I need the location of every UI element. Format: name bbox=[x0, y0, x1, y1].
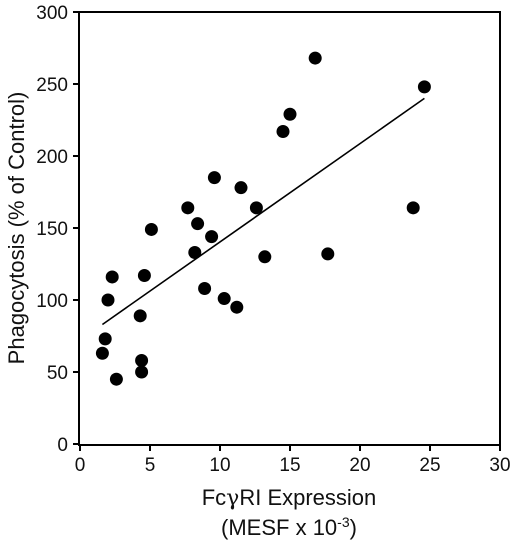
data-point bbox=[207, 171, 221, 185]
y-tick-label: 0 bbox=[57, 435, 68, 456]
x-tick-label: 5 bbox=[145, 455, 156, 476]
x-tick-label: 30 bbox=[489, 455, 510, 476]
x-axis-unit-suffix: ) bbox=[350, 515, 357, 540]
data-point bbox=[105, 270, 119, 284]
x-axis-ticks: 0 5 10 15 20 25 30 bbox=[75, 444, 511, 476]
x-axis-title-greek: γ bbox=[226, 486, 239, 511]
x-tick-label: 25 bbox=[419, 455, 440, 476]
data-point bbox=[191, 217, 205, 231]
x-axis-unit-prefix: (MESF x 10 bbox=[221, 515, 337, 540]
data-point bbox=[321, 247, 335, 261]
data-point bbox=[95, 346, 109, 360]
y-tick-label: 300 bbox=[36, 3, 68, 24]
x-axis-title-line2: (MESF x 10-3) bbox=[221, 514, 357, 540]
y-tick-label: 250 bbox=[36, 75, 68, 96]
data-point bbox=[181, 201, 195, 215]
x-tick-label: 15 bbox=[279, 455, 300, 476]
data-point bbox=[406, 201, 420, 215]
data-point bbox=[230, 300, 244, 314]
x-tick-label: 10 bbox=[209, 455, 230, 476]
plot-frame bbox=[78, 11, 501, 446]
y-tick-label: 50 bbox=[47, 363, 68, 384]
y-tick-label: 200 bbox=[36, 147, 68, 168]
data-point bbox=[283, 107, 297, 121]
data-point bbox=[234, 181, 248, 195]
x-axis-title-line1: FcγRI Expression bbox=[202, 485, 377, 511]
data-point bbox=[135, 353, 149, 367]
y-axis-title: Phagocytosis (% of Control) bbox=[4, 92, 29, 365]
data-point bbox=[198, 281, 212, 295]
data-point bbox=[98, 332, 112, 346]
x-axis-unit-exponent: -3 bbox=[337, 514, 350, 530]
data-point bbox=[109, 372, 123, 386]
x-tick-label: 20 bbox=[349, 455, 370, 476]
data-point bbox=[135, 365, 149, 379]
x-axis-title-prefix: Fc bbox=[202, 485, 226, 510]
data-point bbox=[276, 125, 290, 139]
data-point bbox=[188, 245, 202, 259]
trend-line bbox=[101, 97, 425, 326]
x-axis-title-suffix: RI Expression bbox=[239, 485, 376, 510]
data-point bbox=[144, 222, 158, 236]
data-point bbox=[417, 80, 431, 94]
data-point bbox=[217, 292, 231, 306]
data-point bbox=[205, 230, 219, 244]
y-tick-label: 150 bbox=[36, 219, 68, 240]
data-point bbox=[258, 250, 272, 264]
data-point bbox=[137, 269, 151, 283]
data-point bbox=[308, 51, 322, 65]
data-point bbox=[249, 201, 263, 215]
x-tick-label: 0 bbox=[75, 455, 86, 476]
y-tick-label: 100 bbox=[36, 291, 68, 312]
data-points bbox=[95, 51, 431, 386]
y-axis-ticks: 0 50 100 150 200 250 300 bbox=[36, 3, 80, 456]
data-point bbox=[101, 293, 115, 307]
data-point bbox=[133, 309, 147, 323]
